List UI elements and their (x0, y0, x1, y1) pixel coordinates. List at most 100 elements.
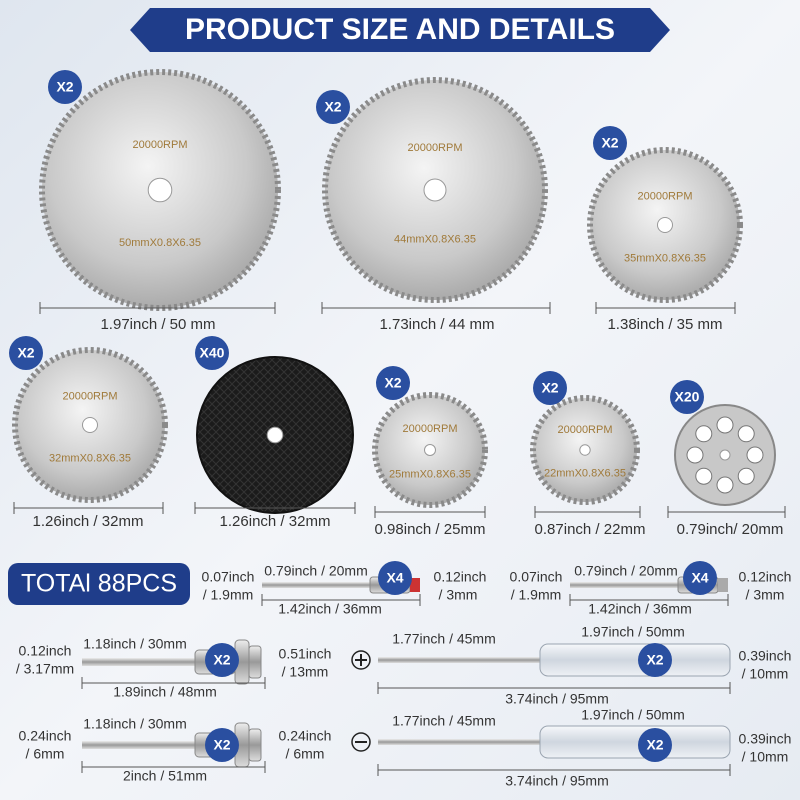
dimension-label: / 3mm (746, 587, 785, 603)
blade-spec: 22mmX0.8X6.35 (544, 467, 626, 479)
quantity-badge (9, 336, 43, 370)
dimension-label: 3.74inch / 95mm (505, 773, 609, 789)
quantity-badge (533, 371, 567, 405)
mandrel-screw (718, 578, 728, 592)
center-hole (424, 444, 436, 456)
blade-rpm: 20000RPM (557, 424, 612, 436)
dimension-label: 2inch / 51mm (123, 768, 207, 784)
screwdriver-shaft (378, 657, 543, 663)
arbor-screw (248, 645, 262, 679)
quantity-badge (205, 643, 239, 677)
dimension-label: 1.77inch / 45mm (392, 713, 496, 729)
blade-rpm: 20000RPM (62, 390, 117, 402)
quantity-badge (638, 728, 672, 762)
blade-size: 0.79inch/ 20mm (677, 521, 784, 538)
quantity-text: X2 (601, 135, 618, 151)
dimension-label: / 3.17mm (16, 661, 74, 677)
blade-size: 1.38inch / 35 mm (607, 316, 722, 333)
dimension-label: 0.24inch (279, 728, 332, 744)
dimension-label: / 10mm (742, 666, 789, 682)
disc-hole (746, 446, 764, 464)
center-hole (657, 217, 673, 233)
dimension-label: / 10mm (742, 749, 789, 765)
dimension-label: / 3mm (439, 587, 478, 603)
dimension-label: 1.42inch / 36mm (588, 601, 692, 617)
total-badge (8, 563, 190, 605)
disc-hole (695, 467, 713, 485)
disc-hole (737, 425, 755, 443)
dimension-label: / 1.9mm (511, 587, 562, 603)
quantity-badge (316, 90, 350, 124)
quantity-badge (195, 336, 229, 370)
disc-hole (686, 446, 704, 464)
total-text: TOTAl 88PCS (21, 570, 177, 598)
dimension-label: 0.12inch (19, 643, 72, 659)
header-title: PRODUCT SIZE AND DETAILS (185, 13, 615, 46)
center-hole (579, 444, 591, 456)
dimension-label: 0.07inch (510, 569, 563, 585)
screwdriver-handle (539, 643, 731, 677)
quantity-badge (205, 728, 239, 762)
dimension-label: 0.51inch (279, 646, 332, 662)
quantity-text: X2 (324, 99, 341, 115)
dimension-label: 0.79inch / 20mm (264, 563, 368, 579)
quantity-text: X2 (541, 380, 558, 396)
quantity-text: X4 (691, 570, 708, 586)
blade-rpm: 20000RPM (402, 423, 457, 435)
dimension-label: 1.89inch / 48mm (113, 684, 217, 700)
blade-spec: 44mmX0.8X6.35 (394, 233, 476, 245)
dimension-label: 0.39inch (739, 648, 792, 664)
dimension-label: 1.97inch / 50mm (581, 707, 685, 723)
center-hole (82, 417, 98, 433)
dimension-label: / 6mm (286, 746, 325, 762)
dimension-label: 1.18inch / 30mm (83, 636, 187, 652)
tip-icon (351, 650, 371, 670)
blade-size: 1.26inch / 32mm (33, 513, 144, 530)
blade-size: 0.98inch / 25mm (375, 521, 486, 538)
center-hole (266, 426, 284, 444)
quantity-badge (593, 126, 627, 160)
disc-hole (716, 476, 734, 494)
dimension-label: 1.42inch / 36mm (278, 601, 382, 617)
disc-hole (716, 416, 734, 434)
blade-size: 0.87inch / 22mm (535, 521, 646, 538)
quantity-text: X2 (17, 345, 34, 361)
blade-rpm: 20000RPM (132, 139, 187, 151)
dimension-label: 1.97inch / 50mm (581, 624, 685, 640)
quantity-text: X2 (213, 737, 230, 753)
quantity-text: X2 (213, 652, 230, 668)
center-hole (423, 178, 447, 202)
quantity-badge (48, 70, 82, 104)
dimension-label: 3.74inch / 95mm (505, 691, 609, 707)
blade-spec: 32mmX0.8X6.35 (49, 453, 131, 465)
blade-size: 1.26inch / 32mm (220, 513, 331, 530)
dimension-label: 0.12inch (739, 569, 792, 585)
arbor-screw (248, 728, 262, 762)
mandrel-shaft (570, 582, 728, 588)
blade-size: 1.73inch / 44 mm (379, 316, 494, 333)
center-hole (147, 177, 173, 203)
quantity-text: X4 (386, 570, 403, 586)
quantity-text: X2 (646, 652, 663, 668)
quantity-text: X2 (56, 79, 73, 95)
blade-rpm: 20000RPM (407, 142, 462, 154)
quantity-text: X2 (384, 375, 401, 391)
disc-hole (737, 467, 755, 485)
quantity-text: X20 (675, 389, 700, 405)
blade-size: 1.97inch / 50 mm (100, 316, 215, 333)
quantity-text: X2 (646, 737, 663, 753)
dimension-label: / 13mm (282, 664, 329, 680)
dimension-label: / 1.9mm (203, 587, 254, 603)
dimension-label: / 6mm (26, 746, 65, 762)
arbor-shaft (82, 741, 235, 749)
dimension-label: 0.39inch (739, 731, 792, 747)
dimension-label: 0.12inch (434, 569, 487, 585)
dimension-label: 1.77inch / 45mm (392, 631, 496, 647)
arbor-shaft (82, 658, 235, 666)
dimension-label: 0.79inch / 20mm (574, 563, 678, 579)
quantity-badge (670, 380, 704, 414)
blade-spec: 25mmX0.8X6.35 (389, 469, 471, 481)
quantity-badge (378, 561, 412, 595)
